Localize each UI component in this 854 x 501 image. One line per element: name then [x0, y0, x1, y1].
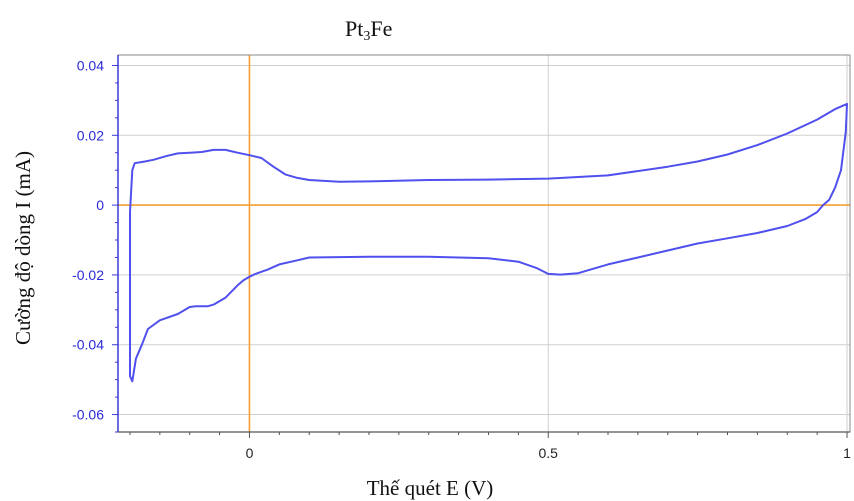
y-tick-label: 0 — [96, 197, 104, 213]
zero-lines — [118, 55, 850, 432]
y-tick-labels: 0.04 0.02 0 -0.02 -0.04 -0.06 — [72, 57, 104, 422]
plot-frame — [117, 54, 851, 433]
y-tick-label: -0.04 — [72, 337, 104, 353]
x-axis-label: Thế quét E (V) — [367, 476, 494, 500]
series-layer — [129, 102, 848, 383]
y-tick-label: 0.02 — [77, 127, 104, 143]
y-tick-label: -0.06 — [72, 407, 104, 423]
y-tick-label: -0.02 — [72, 267, 104, 283]
y-axis-label: Cường độ dòng I (mA) — [11, 151, 35, 345]
chart-title: Pt3Fe — [345, 16, 392, 44]
x-tick-label: 0.5 — [539, 445, 559, 461]
axes — [112, 55, 850, 438]
grid — [118, 55, 850, 432]
y-tick-label: 0.04 — [77, 57, 104, 73]
x-tick-label: 0 — [246, 445, 254, 461]
chart-title-rest: Fe — [370, 16, 392, 41]
x-tick-labels: 0 0.5 1 — [246, 445, 852, 461]
chart-title-subscript: 3 — [363, 29, 370, 44]
x-tick-label: 1 — [843, 445, 851, 461]
chart-title-main: Pt — [345, 16, 363, 41]
cv-curve — [129, 102, 848, 383]
